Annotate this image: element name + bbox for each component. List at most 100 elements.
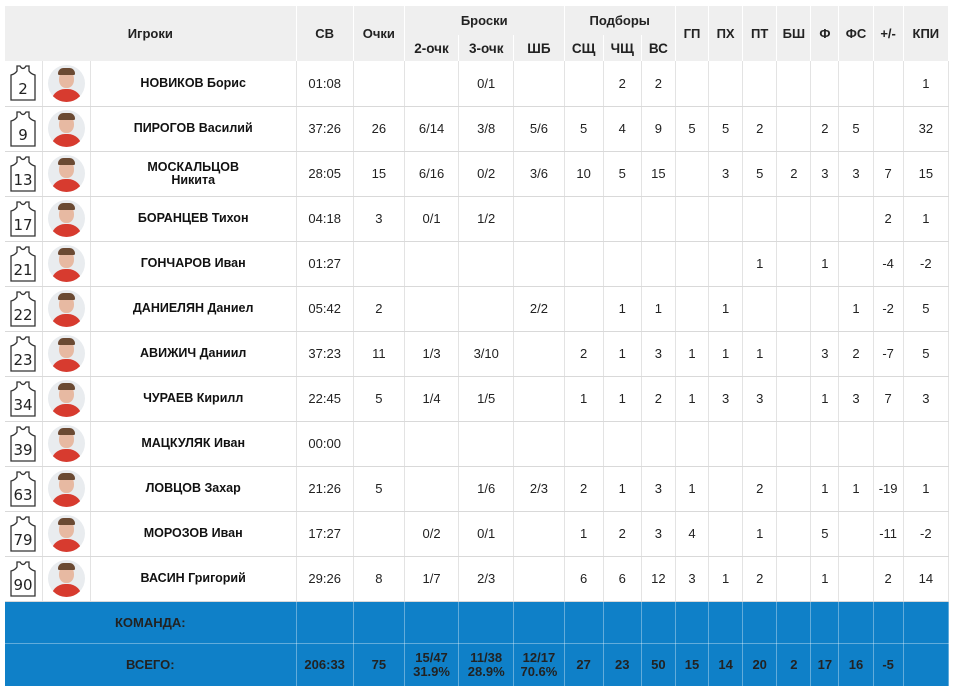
header-free-throws[interactable]: ШБ	[513, 35, 565, 61]
stat-st	[708, 61, 744, 107]
jersey-number: 34	[14, 396, 33, 414]
header-plus-minus[interactable]: +/-	[873, 6, 904, 61]
avatar[interactable]	[47, 200, 85, 237]
player-name[interactable]: ПИРОГОВ Василий	[90, 106, 297, 152]
stat-dr	[564, 286, 604, 332]
player-row[interactable]: 2 НОВИКОВ Борис 01:08 0/1 2 2 1	[5, 61, 950, 107]
stat-ft	[513, 331, 565, 377]
player-name[interactable]: МАЦКУЛЯК Иван	[90, 421, 297, 467]
avatar-hair	[57, 158, 75, 165]
player-row[interactable]: 39 МАЦКУЛЯК Иван 00:00	[5, 421, 950, 467]
player-row[interactable]: 63 ЛОВЦОВ Захар 21:26 5 1/6 2/3 2 1 3 1 2 1 1 -19 1	[5, 466, 950, 512]
player-name[interactable]: ЛОВЦОВ Захар	[90, 466, 297, 512]
avatar[interactable]	[47, 335, 85, 372]
player-name[interactable]: ДАНИЕЛЯН Даниел	[90, 286, 297, 332]
jersey-cell: 21	[5, 241, 43, 287]
total-fg3-made: 11/38	[470, 649, 503, 665]
stat-pts	[353, 61, 405, 107]
player-name[interactable]: ВАСИН Григорий	[90, 556, 297, 602]
jersey-icon: 13	[10, 155, 36, 192]
avatar[interactable]	[47, 64, 85, 102]
header-fouls-drawn[interactable]: ФС	[838, 6, 874, 61]
player-row[interactable]: 13 МОСКАЛЬЦОВ Никита 28:05 15 6/16 0/2 3/6 10 5 1…	[5, 151, 950, 197]
header-def-reb[interactable]: СЩ	[564, 35, 604, 61]
avatar[interactable]	[47, 245, 85, 282]
player-row[interactable]: 17 БОРАНЦЕВ Тихон 04:18 3 0/1 1/2 2 1	[5, 196, 950, 242]
header-points[interactable]: Очки	[353, 6, 405, 61]
player-row[interactable]: 34 ЧУРАЕВ Кирилл 22:45 5 1/4 1/5 1 1 2 1 3 3 1 3 7 3	[5, 376, 950, 422]
avatar-shirt	[50, 314, 82, 327]
player-row[interactable]: 22 ДАНИЕЛЯН Даниел 05:42 2 2/2 1 1 1 1 -2 5	[5, 286, 950, 332]
stat-eff: 1	[903, 196, 950, 242]
jersey-icon: 63	[10, 470, 36, 507]
avatar-shirt	[50, 224, 82, 237]
avatar[interactable]	[47, 560, 85, 597]
avatar[interactable]	[47, 380, 85, 417]
jersey-icon: 90	[10, 560, 36, 597]
stat-tr	[641, 196, 676, 242]
player-name[interactable]: НОВИКОВ Борис	[90, 61, 297, 107]
player-name[interactable]: ЧУРАЕВ Кирилл	[90, 376, 297, 422]
stat-eff: 3	[903, 376, 950, 422]
avatar[interactable]	[47, 515, 85, 552]
player-row[interactable]: 79 МОРОЗОВ Иван 17:27 0/2 0/1 1 2 3 4 1 5 -11 -2	[5, 511, 950, 557]
avatar[interactable]	[47, 290, 85, 327]
avatar-cell	[42, 421, 91, 467]
total-bs: 2	[776, 643, 812, 687]
player-row[interactable]: 23 АВИЖИЧ Даниил 37:23 11 1/3 3/10 2 1 3 1 1 1 3 2 -7 5	[5, 331, 950, 377]
stat-pts: 11	[353, 331, 405, 377]
team-cell	[603, 601, 642, 644]
header-steals[interactable]: ПХ	[708, 6, 744, 61]
stat-pts: 3	[353, 196, 405, 242]
header-fouls[interactable]: Ф	[810, 6, 840, 61]
stat-ft	[513, 241, 565, 287]
player-name[interactable]: АВИЖИЧ Даниил	[90, 331, 297, 377]
avatar[interactable]	[47, 425, 85, 462]
player-name[interactable]: БОРАНЦЕВ Тихон	[90, 196, 297, 242]
header-efficiency[interactable]: КПИ	[903, 6, 950, 61]
header-assists[interactable]: ГП	[675, 6, 710, 61]
avatar-hair	[57, 113, 75, 120]
stat-dr: 6	[564, 556, 604, 602]
stat-min: 00:00	[296, 421, 354, 467]
header-players[interactable]: Игроки	[5, 6, 297, 61]
total-fg3-pct: 28.9%	[467, 663, 505, 679]
avatar[interactable]	[47, 470, 85, 507]
stat-pm: -7	[873, 331, 904, 377]
stat-fg2: 0/2	[404, 511, 460, 557]
stat-dr: 5	[564, 106, 604, 152]
header-two-pt[interactable]: 2-очк	[404, 35, 460, 61]
header-time[interactable]: СВ	[296, 6, 354, 61]
jersey-icon: 39	[10, 425, 36, 462]
stat-fd	[838, 196, 874, 242]
stat-pm: 2	[873, 196, 904, 242]
stat-fd	[838, 511, 874, 557]
avatar[interactable]	[47, 110, 85, 147]
team-cell	[641, 601, 676, 644]
header-blocks[interactable]: БШ	[776, 6, 812, 61]
stat-st: 5	[708, 106, 744, 152]
header-total-reb[interactable]: ВС	[641, 35, 676, 61]
player-row[interactable]: 90 ВАСИН Григорий 29:26 8 1/7 2/3 6 6 12 3 1 2 1 2 14	[5, 556, 950, 602]
box-score-table: Игроки СВ Очки Броски Подборы ГП ПХ ПТ Б…	[5, 6, 950, 687]
player-rows: 2 НОВИКОВ Борис 01:08 0/1 2 2 1 9 ПИРОГОВ Васили…	[5, 61, 950, 602]
header-off-reb[interactable]: ЧЩ	[603, 35, 642, 61]
player-row[interactable]: 9 ПИРОГОВ Василий 37:26 26 6/14 3/8 5/6 5 4 9 5 5 2 2…	[5, 106, 950, 152]
header-three-pt[interactable]: 3-очк	[458, 35, 515, 61]
stat-ft	[513, 61, 565, 107]
stat-bs	[776, 106, 812, 152]
avatar[interactable]	[47, 155, 85, 192]
player-name[interactable]: МОРОЗОВ Иван	[90, 511, 297, 557]
header-turnovers[interactable]: ПТ	[742, 6, 778, 61]
avatar-shirt	[50, 584, 82, 597]
stat-fg2: 6/14	[404, 106, 460, 152]
stat-min: 05:42	[296, 286, 354, 332]
jersey-number: 63	[14, 486, 33, 504]
stat-as	[675, 151, 710, 197]
player-row[interactable]: 21 ГОНЧАРОВ Иван 01:27 1 1 -4 -2	[5, 241, 950, 287]
total-as: 15	[675, 643, 710, 687]
player-name[interactable]: ГОНЧАРОВ Иван	[90, 241, 297, 287]
stat-fg2: 6/16	[404, 151, 460, 197]
stat-eff: -2	[903, 241, 950, 287]
player-name[interactable]: МОСКАЛЬЦОВ Никита	[90, 151, 297, 197]
